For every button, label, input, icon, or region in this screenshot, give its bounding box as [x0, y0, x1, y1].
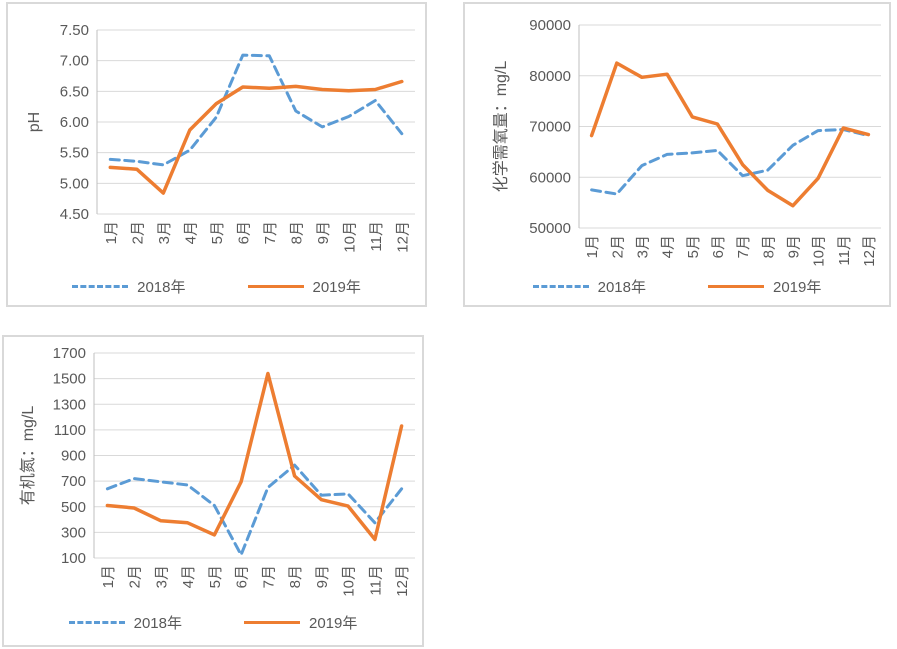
y-tick-label: 50000: [529, 220, 571, 237]
dashed-line-sample: [72, 285, 129, 288]
legend-item-2019: 2019年: [244, 612, 357, 633]
y-tick-label: 5.00: [60, 175, 89, 192]
x-tick-label: 5月: [207, 565, 224, 588]
ph-y-axis-title: pH: [26, 112, 43, 132]
series-line-2018: [108, 53, 404, 167]
ph-chart: 7.50 7.00 6.50 6.00 5.50 5.00 4.50 1月 2月 3月 4月 5月 6月…: [6, 2, 427, 307]
x-tick-label: 12月: [394, 221, 411, 253]
x-tick-label: 1月: [103, 221, 120, 244]
y-tick-label: 4.50: [60, 206, 89, 223]
legend-item-2019: 2019年: [708, 276, 821, 297]
legend-item-2018: 2018年: [68, 612, 182, 633]
x-tick-label: 11月: [368, 221, 385, 252]
x-tick-label: 4月: [180, 565, 197, 588]
x-tick-label: 7月: [262, 221, 279, 244]
x-tick-label: 4月: [182, 221, 199, 244]
x-tick-label: 7月: [735, 235, 752, 258]
legend-item-2018: 2018年: [532, 276, 646, 297]
x-tick-label: 12月: [394, 565, 411, 597]
x-tick-label: 2月: [127, 565, 144, 588]
x-tick-label: 10月: [811, 235, 828, 267]
series-line-2019: [105, 371, 404, 542]
legend-label: 2019年: [309, 615, 358, 632]
series-line-2018: [590, 128, 870, 196]
y-tick-label: 5.50: [60, 145, 89, 162]
y-tick-label: 1100: [54, 422, 86, 439]
legend-label: 2018年: [597, 279, 646, 296]
x-tick-label: 12月: [861, 235, 878, 267]
x-tick-label: 3月: [634, 235, 651, 258]
x-tick-label: 6月: [235, 221, 252, 244]
x-tick-label: 6月: [710, 235, 727, 258]
x-tick-label: 9月: [785, 235, 802, 258]
x-tick-label: 5月: [685, 235, 702, 258]
cod-chart: 90000 80000 70000 60000 50000 1月 2月 3月 4月 5月 6月 7月 8…: [463, 2, 891, 307]
organic-nitrogen-legend: 2018年 2019年: [4, 612, 422, 633]
y-tick-label: 6.00: [60, 114, 89, 131]
organic-nitrogen-y-axis-title: 有机氮：mg/L: [19, 406, 37, 506]
x-tick-label: 8月: [287, 565, 304, 588]
cod-plot-area: 90000 80000 70000 60000 50000 1月 2月 3月 4月 5月 6月 7月 8…: [492, 17, 881, 267]
series-line-2019: [589, 61, 871, 208]
x-tick-label: 6月: [234, 565, 251, 588]
y-tick-label: 1300: [53, 396, 86, 413]
x-tick-label: 1月: [100, 565, 117, 588]
legend-label: 2018年: [137, 279, 186, 296]
x-tick-label: 2月: [609, 235, 626, 258]
x-tick-label: 10月: [341, 221, 358, 253]
y-tick-label: 700: [61, 473, 86, 490]
y-tick-label: 1500: [53, 371, 86, 388]
solid-line-sample: [247, 285, 304, 288]
solid-line-sample: [708, 285, 764, 288]
y-tick-label: 500: [61, 499, 86, 516]
x-tick-label: 3月: [156, 221, 173, 244]
x-tick-label: 10月: [341, 565, 358, 597]
ph-legend: 2018年 2019年: [8, 276, 425, 297]
y-tick-label: 80000: [529, 68, 571, 85]
legend-label: 2019年: [312, 279, 361, 296]
series-line-2018: [105, 463, 404, 557]
legend-label: 2019年: [773, 279, 822, 296]
y-tick-label: 70000: [529, 119, 571, 136]
dashed-line-sample: [68, 621, 125, 624]
ph-plot-area: 7.50 7.00 6.50 6.00 5.50 5.00 4.50 1月 2月 3月 4月 5月 6月…: [26, 22, 415, 253]
x-tick-label: 3月: [153, 565, 170, 588]
y-tick-label: 900: [61, 448, 86, 465]
y-tick-label: 100: [61, 550, 86, 567]
x-tick-label: 9月: [314, 565, 331, 588]
x-tick-label: 9月: [315, 221, 332, 244]
x-tick-label: 1月: [584, 235, 601, 258]
cod-legend: 2018年 2019年: [465, 276, 889, 297]
y-tick-label: 7.00: [60, 53, 89, 70]
legend-label: 2018年: [133, 615, 182, 632]
x-tick-label: 11月: [836, 235, 853, 266]
organic-nitrogen-chart: 1700 1500 1300 1100 900 700 500 300 100 1月 2月 3月 4月 5…: [2, 335, 424, 647]
y-tick-label: 1700: [53, 345, 86, 362]
x-tick-label: 7月: [260, 565, 277, 588]
series-line-2019: [108, 79, 404, 195]
x-tick-label: 11月: [367, 565, 384, 596]
y-tick-label: 90000: [529, 17, 571, 34]
solid-line-sample: [244, 621, 300, 624]
y-tick-label: 300: [61, 524, 86, 541]
y-tick-label: 60000: [529, 169, 571, 186]
legend-item-2019: 2019年: [247, 276, 361, 297]
organic-nitrogen-plot-area: 1700 1500 1300 1100 900 700 500 300 100 1月 2月 3月 4月 5…: [19, 345, 415, 597]
x-tick-label: 2月: [129, 221, 146, 244]
y-tick-label: 7.50: [60, 22, 89, 39]
x-tick-label: 5月: [209, 221, 226, 244]
x-tick-label: 8月: [288, 221, 305, 244]
dashed-line-sample: [532, 285, 589, 288]
x-tick-label: 4月: [660, 235, 677, 258]
cod-y-axis-title: 化学需氧量：mg/L: [492, 61, 510, 193]
legend-item-2018: 2018年: [72, 276, 186, 297]
x-tick-label: 8月: [760, 235, 777, 258]
y-tick-label: 6.50: [60, 83, 89, 100]
